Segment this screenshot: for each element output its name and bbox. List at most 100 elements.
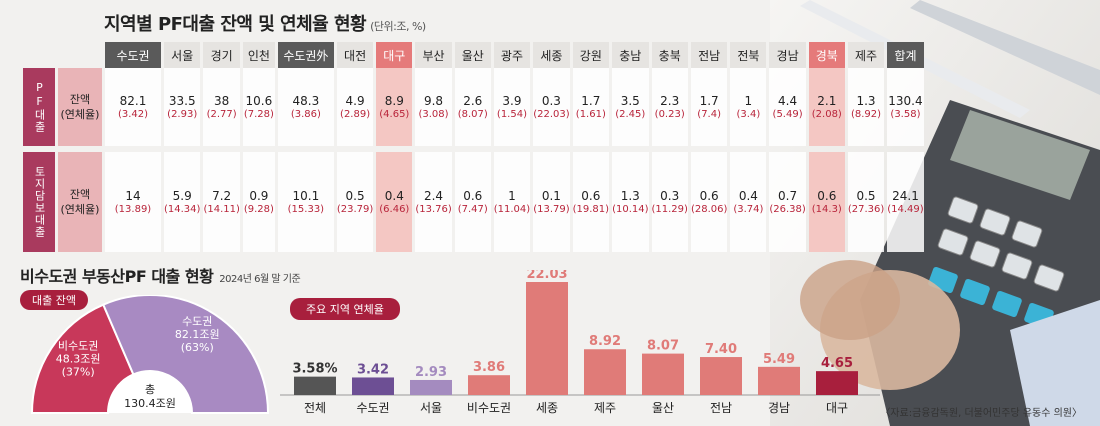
delinquency-rate: (3.42) <box>117 108 149 120</box>
delinquency-rate: (3.4) <box>736 108 761 120</box>
delinquency-rate: (13.89) <box>114 203 152 215</box>
balance-value: 1 <box>744 93 753 108</box>
balance-value: 2.3 <box>660 93 680 108</box>
table-cell: 0.3 (11.29) <box>651 152 688 252</box>
bar-value-label: 2.93 <box>415 365 447 380</box>
table-cell: 0.6 (14.3) <box>808 152 845 252</box>
bar-category-label: 세종 <box>536 401 558 415</box>
section-title-text: 비수도권 부동산PF 대출 현황 <box>20 267 214 286</box>
table-cell: 10.6 (7.28) <box>242 68 275 146</box>
bar-value-label: 5.49 <box>763 352 795 367</box>
column-header: 경북 <box>808 42 845 68</box>
delinquency-rate: (5.49) <box>772 108 803 120</box>
column-header: 강원 <box>572 42 610 68</box>
table-cell: 0.4 (3.74) <box>730 152 767 252</box>
balance-value: 3.9 <box>502 93 522 108</box>
bar-value-label: 7.40 <box>705 342 737 357</box>
balance-value: 8.9 <box>384 93 404 108</box>
balance-value: 2.6 <box>463 93 483 108</box>
blank-corner <box>58 42 102 68</box>
table-cell: 1 (3.4) <box>730 68 767 146</box>
pie-slice-label: (63%) <box>181 341 214 354</box>
bar-category-label: 비수도권 <box>467 401 511 415</box>
table-cell: 0.7 (26.38) <box>769 152 806 252</box>
row-label-line2: (연체율) <box>60 203 100 216</box>
table-cell: 2.1 (2.08) <box>808 68 845 146</box>
delinquency-rate: (15.33) <box>287 203 325 215</box>
table-row: PF대출 잔액 (연체율) 82.1 (3.42) 33.5 (2.93) 38 (2.77) 1… <box>23 68 924 146</box>
delinquency-rate: (2.45) <box>615 108 646 120</box>
table-title-text: 지역별 PF대출 잔액 및 연체율 현황 <box>104 14 367 35</box>
table-row: 토지담보대출 잔액 (연체율) 14 (13.89) 5.9 (14.34) 7.2 (14.1… <box>23 152 924 252</box>
delinquency-rate: (7.4) <box>697 108 722 120</box>
pie-slice-label: (37%) <box>62 366 95 379</box>
table-cell: 7.2 (14.11) <box>203 152 240 252</box>
table-cell: 0.3 (22.03) <box>533 68 570 146</box>
balance-value: 1.7 <box>581 93 601 108</box>
bar <box>294 376 336 395</box>
table-cell: 0.6 (19.81) <box>572 152 610 252</box>
table-cell: 4.9 (2.89) <box>336 68 374 146</box>
row-group-label: PF대출 <box>23 68 55 146</box>
table-cell: 48.3 (3.86) <box>277 68 334 146</box>
balance-value: 82.1 <box>119 93 147 108</box>
table-cell: 38 (2.77) <box>203 68 240 146</box>
pie-center <box>108 371 192 413</box>
column-header: 합계 <box>887 42 924 68</box>
column-header: 충남 <box>612 42 649 68</box>
row-label-line2: (연체율) <box>60 108 100 121</box>
table-cell: 1.7 (1.61) <box>572 68 610 146</box>
bar-category-label: 서울 <box>420 401 442 415</box>
balance-value: 24.1 <box>892 188 919 203</box>
balance-value: 1.3 <box>620 188 640 203</box>
balance-value: 0.7 <box>778 188 798 203</box>
column-header: 대구 <box>376 42 413 68</box>
table-cell: 5.9 (14.34) <box>164 152 201 252</box>
balance-value: 48.3 <box>292 93 320 108</box>
delinquency-rate: (26.38) <box>769 203 806 215</box>
bar <box>526 282 568 395</box>
balance-value: 38 <box>214 93 230 108</box>
table-cell: 82.1 (3.42) <box>105 68 161 146</box>
balance-value: 7.2 <box>212 188 232 203</box>
table-cell: 14 (13.89) <box>105 152 161 252</box>
bar <box>642 353 684 395</box>
table-cell: 3.5 (2.45) <box>612 68 649 146</box>
delinquency-rate: (3.86) <box>290 108 321 120</box>
row-label: 잔액 (연체율) <box>58 68 102 146</box>
balance-value: 0.3 <box>660 188 680 203</box>
bar-value-label: 3.58% <box>292 362 337 377</box>
delinquency-rate: (8.92) <box>850 108 882 120</box>
pf-loan-table: 수도권 서울 경기 인천 수도권外 대전 대구 부산 울산 광주 세종 강원 충남 충북 전남 전북 경남 경북 제… <box>20 42 927 252</box>
table-cell: 0.5 (23.79) <box>336 152 374 252</box>
balance-value: 0.4 <box>738 188 758 203</box>
balance-value: 3.5 <box>620 93 640 108</box>
table-cell: 2.6 (8.07) <box>454 68 491 146</box>
table-cell: 1 (11.04) <box>493 152 531 252</box>
table-cell: 0.5 (27.36) <box>847 152 885 252</box>
column-header: 경기 <box>203 42 240 68</box>
delinquency-rate: (7.47) <box>457 203 488 215</box>
bar-category-label: 제주 <box>594 401 616 415</box>
row-group-label: 토지담보대출 <box>23 152 55 252</box>
column-header: 대전 <box>336 42 374 68</box>
balance-value: 1 <box>508 188 516 203</box>
table-cell: 10.1 (15.33) <box>277 152 334 252</box>
balance-value: 0.6 <box>817 188 837 203</box>
bar-value-label: 3.42 <box>357 362 389 377</box>
delinquency-rate: (2.08) <box>811 108 842 120</box>
balance-value: 0.1 <box>541 188 561 203</box>
delinquency-rate: (2.77) <box>206 108 237 120</box>
delinquency-rate: (14.3) <box>811 203 842 215</box>
loan-balance-badge-text: 대출 잔액 <box>32 294 76 307</box>
table-cell: 130.4 (3.58) <box>887 68 924 146</box>
table-header-row: 수도권 서울 경기 인천 수도권外 대전 대구 부산 울산 광주 세종 강원 충남 충북 전남 전북 경남 경북 제… <box>23 42 924 68</box>
delinquency-rate: (3.74) <box>733 203 764 215</box>
balance-value: 0.6 <box>463 188 483 203</box>
column-header: 전북 <box>730 42 767 68</box>
pie-slice-label: 비수도권 <box>58 340 98 353</box>
bar-category-label: 경남 <box>768 401 790 415</box>
delinquency-rate: (9.28) <box>243 203 274 215</box>
delinquency-rate: (2.89) <box>340 108 371 120</box>
